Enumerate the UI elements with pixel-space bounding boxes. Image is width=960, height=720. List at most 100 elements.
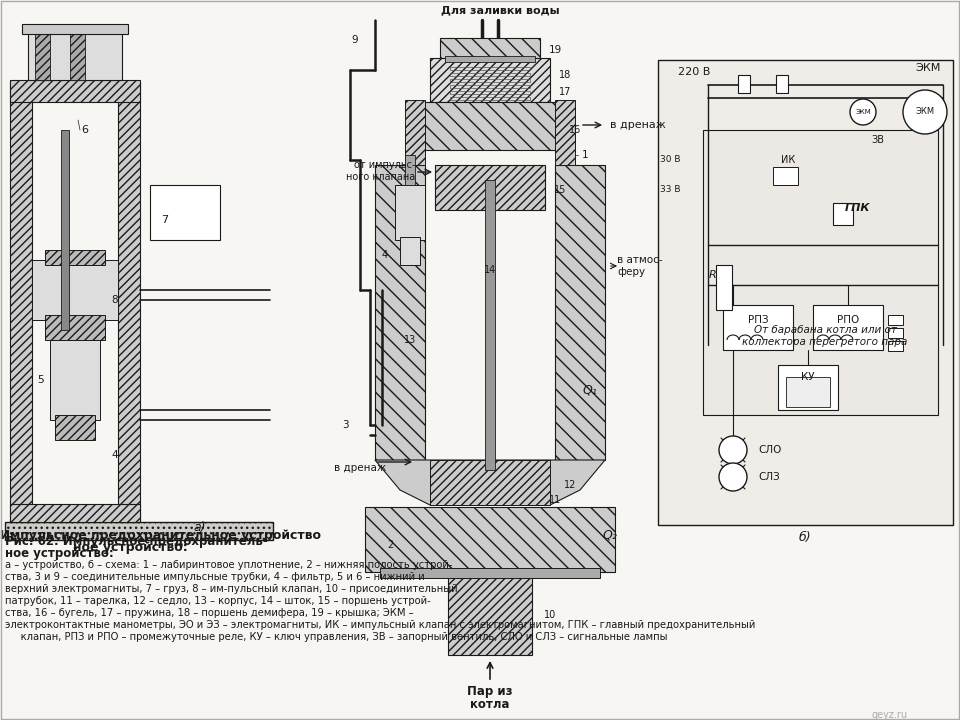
Bar xyxy=(888,315,903,325)
Text: Рис. 62. Импульсное предохранитель-: Рис. 62. Импульсное предохранитель- xyxy=(5,535,268,548)
Text: 1: 1 xyxy=(582,150,588,160)
Bar xyxy=(435,165,545,210)
Bar xyxy=(395,185,425,240)
Text: 17: 17 xyxy=(559,87,571,97)
Text: 3: 3 xyxy=(342,420,348,430)
Text: R: R xyxy=(709,270,717,280)
Bar xyxy=(833,203,853,225)
Bar xyxy=(400,237,420,265)
Bar xyxy=(716,265,732,310)
Bar xyxy=(50,340,100,420)
Bar xyxy=(658,60,953,525)
Text: 7: 7 xyxy=(161,215,169,225)
Text: Пар из: Пар из xyxy=(468,685,513,698)
Bar xyxy=(55,415,95,440)
Bar xyxy=(813,305,883,350)
Text: котла: котла xyxy=(470,698,510,711)
Circle shape xyxy=(719,436,747,464)
Bar xyxy=(786,377,830,407)
Text: 5: 5 xyxy=(36,375,43,385)
Bar xyxy=(448,572,532,655)
Text: 4: 4 xyxy=(111,450,118,460)
Text: РПЗ: РПЗ xyxy=(748,315,768,325)
Text: 18: 18 xyxy=(559,70,571,80)
Text: в дренаж: в дренаж xyxy=(610,120,666,130)
Text: 30 В: 30 В xyxy=(660,156,681,164)
Bar xyxy=(10,504,140,522)
Text: б): б) xyxy=(799,531,811,544)
Text: geyz.ru: geyz.ru xyxy=(872,710,908,720)
Text: электроконтактные манометры, ЭО и ЭЗ – электромагниты, ИК – импульсный клапан с : электроконтактные манометры, ЭО и ЭЗ – э… xyxy=(5,620,756,630)
Text: ное устройство:: ное устройство: xyxy=(5,547,113,560)
Text: 12: 12 xyxy=(564,480,576,490)
Bar xyxy=(405,100,425,165)
Bar xyxy=(450,79,530,82)
Text: Q₂: Q₂ xyxy=(603,528,617,541)
Text: от импульс-: от импульс- xyxy=(353,160,415,170)
Bar xyxy=(778,365,838,410)
Text: 4: 4 xyxy=(382,250,388,260)
Bar xyxy=(445,56,535,62)
Text: 15: 15 xyxy=(554,185,566,195)
Bar xyxy=(420,102,560,150)
Bar xyxy=(450,97,530,100)
Text: 8: 8 xyxy=(111,295,118,305)
Polygon shape xyxy=(375,460,605,505)
Bar xyxy=(773,167,798,185)
Bar xyxy=(22,24,128,34)
Text: 6: 6 xyxy=(82,125,88,135)
Bar xyxy=(118,82,140,522)
Circle shape xyxy=(903,90,947,134)
Text: феру: феру xyxy=(617,267,645,277)
Text: 19: 19 xyxy=(548,45,562,55)
Text: ГПК: ГПК xyxy=(845,203,871,213)
Bar xyxy=(555,100,575,165)
Bar xyxy=(380,568,600,578)
Bar xyxy=(28,32,122,80)
Text: От барабана котла или от: От барабана котла или от xyxy=(754,325,897,335)
Bar xyxy=(450,67,530,70)
Text: СЛЗ: СЛЗ xyxy=(758,472,780,482)
Text: КУ: КУ xyxy=(802,372,815,382)
Text: ное устройство:: ное устройство: xyxy=(73,541,187,554)
Text: а – устройство, б – схема: 1 – лабиринтовое уплотнение, 2 – нижняя полость устро: а – устройство, б – схема: 1 – лабиринто… xyxy=(5,560,452,570)
Text: ЭКМ: ЭКМ xyxy=(915,63,941,73)
Bar xyxy=(450,73,530,76)
Bar xyxy=(10,80,140,102)
Text: в дренаж: в дренаж xyxy=(334,463,386,473)
Text: клапан, РПЗ и РПО – промежуточные реле, КУ – ключ управления, ЗВ – запорный вент: клапан, РПЗ и РПО – промежуточные реле, … xyxy=(5,632,667,642)
Text: 9: 9 xyxy=(351,35,358,45)
Text: а): а) xyxy=(194,521,206,534)
Bar xyxy=(365,507,615,572)
Text: 11: 11 xyxy=(549,495,562,505)
Bar xyxy=(35,32,50,80)
Bar xyxy=(555,165,605,460)
Text: 16: 16 xyxy=(569,125,581,135)
Text: 14: 14 xyxy=(484,265,496,275)
Bar xyxy=(32,260,118,320)
Circle shape xyxy=(719,463,747,491)
Text: ЭКМ: ЭКМ xyxy=(855,109,871,115)
Text: ЗВ: ЗВ xyxy=(872,135,884,145)
Text: Рис. 62. Импульсное предохранительное устройство: Рис. 62. Импульсное предохранительное ус… xyxy=(0,528,321,541)
Text: ИК: ИК xyxy=(780,155,795,165)
Bar xyxy=(45,250,105,265)
Bar xyxy=(450,91,530,94)
Bar xyxy=(888,341,903,351)
Bar xyxy=(45,315,105,340)
Circle shape xyxy=(850,99,876,125)
Bar xyxy=(703,130,938,415)
Bar xyxy=(888,328,903,338)
Text: Q₁: Q₁ xyxy=(583,384,597,397)
Bar xyxy=(430,58,550,102)
Bar xyxy=(70,32,85,80)
Text: 220 В: 220 В xyxy=(678,67,710,77)
Bar xyxy=(738,75,750,93)
Bar xyxy=(723,305,793,350)
Text: ства, 3 и 9 – соединительные импульсные трубки, 4 – фильтр, 5 и 6 – нижний и: ства, 3 и 9 – соединительные импульсные … xyxy=(5,572,424,582)
Bar xyxy=(10,82,32,522)
Text: в атмос-: в атмос- xyxy=(617,255,662,265)
Text: ЭКМ: ЭКМ xyxy=(916,107,935,117)
Text: 2: 2 xyxy=(387,540,394,550)
Text: коллектора перегретого пара: коллектора перегретого пара xyxy=(742,337,908,347)
